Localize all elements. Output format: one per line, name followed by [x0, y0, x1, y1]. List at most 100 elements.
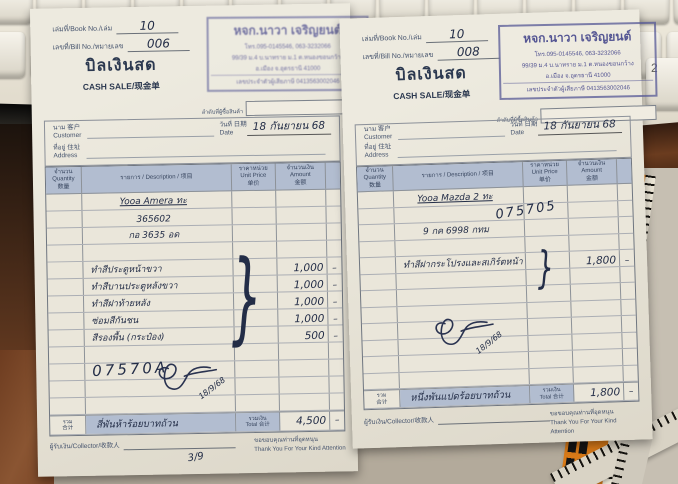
- collector-blank: [437, 411, 551, 425]
- date-label: วันที่ 日期 Date: [510, 120, 538, 137]
- item-amount: 1,000: [294, 312, 325, 326]
- signature: 18/9/68: [154, 357, 235, 405]
- total-amount-text: 1,800: [589, 385, 621, 399]
- collector-blank: [123, 438, 236, 451]
- cell-a: [279, 359, 330, 377]
- cell-q: [361, 323, 399, 340]
- thanks-note: ขอขอบคุณท่านที่อุดหนุน Thank You For You…: [550, 408, 641, 438]
- signature: 18/9/68: [431, 312, 512, 361]
- item-amount: 1,800: [585, 253, 617, 267]
- address-blank: [397, 138, 617, 159]
- cell-a: 1,000: [277, 257, 328, 275]
- cell-d: ทำสีฝาท้ายหลัง: [83, 293, 235, 312]
- total-satang-text: –: [334, 415, 340, 426]
- cell-u: [527, 301, 572, 319]
- collector-label: ผู้รับเงิน/Collector/收款人: [49, 442, 120, 451]
- cell-q: [359, 257, 397, 274]
- item-satang: –: [332, 280, 338, 291]
- cell-a: [277, 240, 328, 258]
- signature-stroke: [435, 318, 494, 346]
- cell-q: [46, 193, 83, 211]
- cell-d: สีรองพื้น (กระป๋อง): [84, 327, 235, 346]
- company-name: หจก.นาวา เจริญยนต์: [523, 29, 632, 46]
- cell-a: [279, 393, 330, 411]
- cell-q: [48, 329, 85, 347]
- cell-s: [329, 342, 343, 358]
- cell-s: [329, 376, 343, 392]
- cell-q: [48, 312, 85, 330]
- cell-s: [621, 299, 635, 315]
- table-body: Yooa Mazda 2 ทะ 075705 9 กค 6998 กทม ทำสีฝา…: [357, 183, 638, 391]
- cell-s: [620, 266, 634, 282]
- keyboard-key: [674, 0, 678, 24]
- total-label-right: รวมเงิน Total 合计: [236, 412, 281, 432]
- item-amount: 1,000: [293, 278, 324, 292]
- address-blank: [86, 141, 326, 159]
- col-unit-price: ราคาหน่วย Unit Price 单价: [231, 163, 277, 191]
- item-description: Yooa Mazda 2 ทะ: [417, 191, 493, 204]
- cell-s: –: [328, 308, 342, 325]
- cell-q: [46, 210, 83, 228]
- keyboard-key: [667, 32, 678, 78]
- handwritten-mark: 3/9: [187, 450, 205, 465]
- item-amount: 500: [304, 329, 325, 343]
- cell-q: [359, 240, 396, 258]
- cell-q: [360, 273, 397, 291]
- cell-q: [47, 295, 85, 313]
- cell-s: [618, 184, 632, 200]
- cell-d: ทำสีบานประตูหลังขวา: [83, 276, 234, 295]
- total-label-left: รวม 合计: [50, 415, 87, 435]
- item-description: ทำสีบานประตูหลังขวา: [90, 281, 178, 293]
- cell-q: [362, 356, 400, 373]
- cell-d: กอ 3635 อด: [82, 225, 234, 244]
- item-description: สีรองพื้น (กระป๋อง): [91, 332, 165, 344]
- signature-stroke: [158, 363, 218, 390]
- cell-s: [329, 359, 343, 375]
- cell-d: ทำสีประตูหน้าขวา: [83, 259, 234, 278]
- receipt-left: เล่มที่/Book No./เล่ม 10 เลขที่/Bill No./…: [29, 3, 370, 477]
- date-value: 18 กันยายน 68: [537, 115, 623, 136]
- receipt-title: บิลเงินสด: [395, 64, 468, 85]
- customer-label: นาม 客户 Customer: [363, 125, 393, 141]
- cell-s: –: [620, 250, 634, 266]
- date-value: 18 กันยายน 68: [246, 116, 332, 137]
- cell-q: [46, 227, 84, 245]
- item-description: ทำสีฝาท้ายหลัง: [91, 298, 151, 310]
- cell-a: [570, 266, 621, 284]
- book-no-label: เล่มที่/Book No./เล่ม: [361, 34, 422, 44]
- bill-no-value: 006: [127, 36, 190, 53]
- cell-s: [619, 233, 633, 249]
- item-description: ซ่อมสีกันชน: [91, 315, 139, 327]
- cell-a: [567, 184, 619, 202]
- receipt-title-block: บิลเงินสด CASH SALE/现金单: [361, 60, 502, 103]
- cell-s: [327, 240, 341, 256]
- cell-a: [276, 206, 327, 224]
- total-satang: –: [330, 411, 344, 429]
- cell-a: [279, 376, 330, 394]
- cell-s: –: [328, 291, 342, 308]
- cell-a: [276, 223, 328, 241]
- col-quantity: จำนวน Quantity 数量: [356, 166, 394, 192]
- cell-q: [49, 397, 87, 415]
- cell-u: [232, 190, 277, 208]
- cell-q: [357, 191, 395, 208]
- total-in-words: สี่พันห้าร้อยบาทถ้วน: [86, 413, 237, 434]
- total-amount-text: 4,500: [296, 414, 327, 428]
- cell-s: –: [329, 325, 343, 342]
- cell-a: 1,000: [277, 274, 328, 292]
- total-satang-text: –: [628, 386, 634, 397]
- cell-d: ซ่อมสีกันชน: [84, 310, 235, 329]
- cell-u: [235, 360, 280, 378]
- collector-line: ผู้รับเงิน/Collector/收款人: [49, 437, 236, 451]
- cell-u: [524, 218, 570, 236]
- cell-q: [362, 339, 399, 357]
- cell-u: [235, 377, 280, 395]
- bill-no-value: 008: [437, 43, 500, 61]
- cell-a: [276, 189, 327, 207]
- customer-blank: [397, 123, 505, 141]
- collector-label: ผู้รับเงิน/Collector/收款人: [363, 417, 435, 427]
- item-satang: –: [333, 331, 339, 342]
- total-satang: –: [624, 383, 639, 400]
- cell-s: [330, 393, 344, 409]
